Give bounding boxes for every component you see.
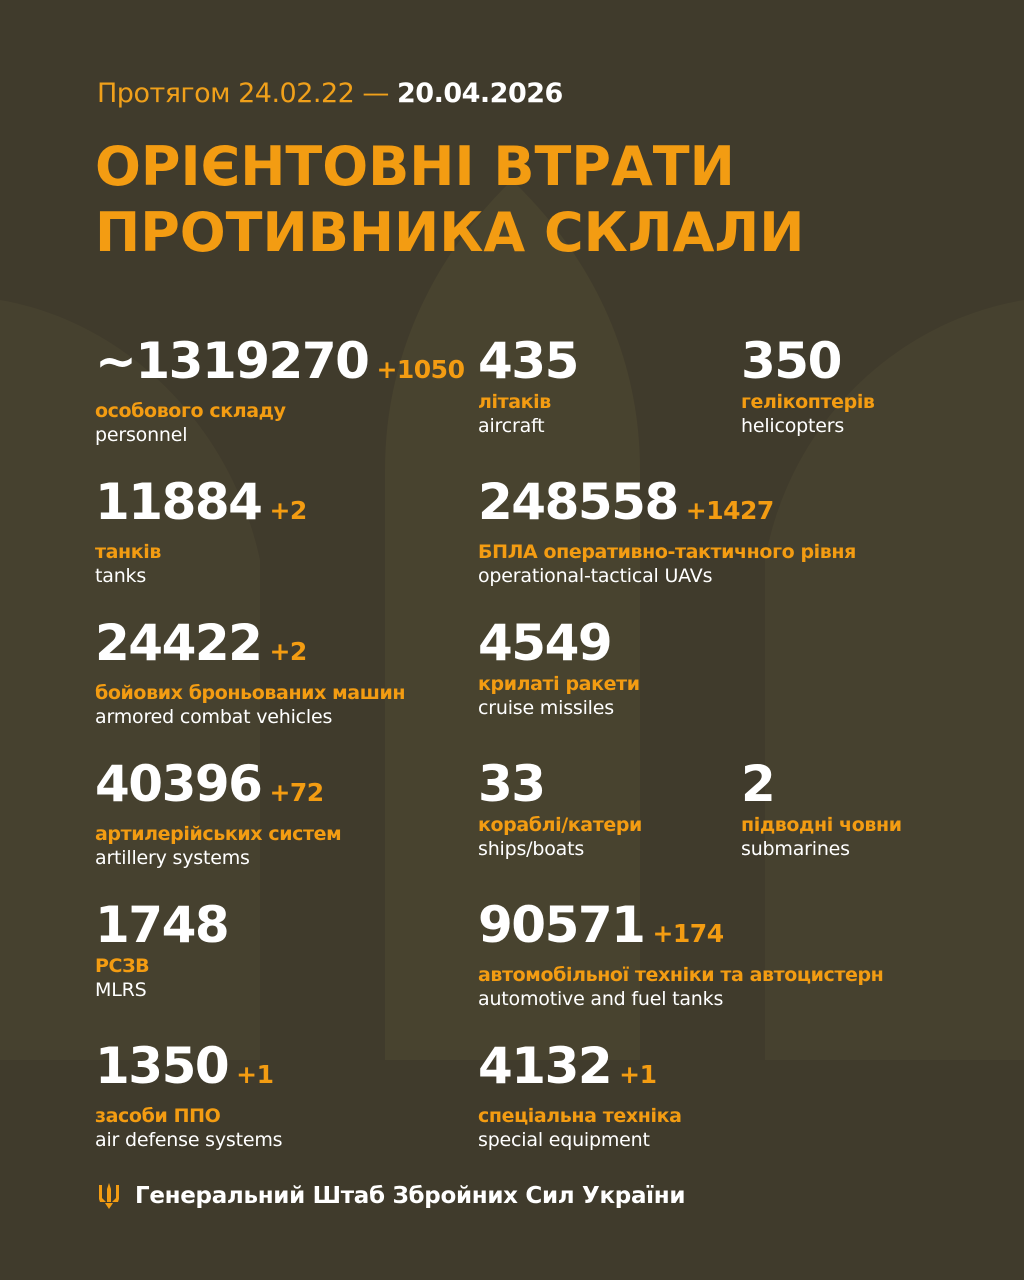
stat-number: 24422	[95, 614, 263, 672]
title-line-1: ОРІЄНТОВНІ ВТРАТИ	[95, 135, 735, 198]
stat-label-en: aircraft	[478, 415, 545, 437]
stat-item: 90571 +174 автомобільної техніки та автоци…	[478, 899, 884, 1010]
stat-value: 24422 +2	[95, 617, 405, 678]
org-name: Генеральний Штаб Збройних Сил України	[135, 1183, 686, 1209]
stat-label-ua: танків	[95, 541, 161, 563]
stat-item: 435 літаків aircraft	[478, 332, 579, 437]
stat-value: 1350 +1	[95, 1040, 282, 1101]
stat-label-ua: особового складу	[95, 400, 286, 422]
stat-label-en: submarines	[741, 838, 850, 860]
stat-delta: +1	[236, 1060, 274, 1089]
footer: Генеральний Штаб Збройних Сил України	[97, 1182, 685, 1210]
stat-number: 90571	[478, 896, 646, 954]
stat-item: 24422 +2 бойових броньованих машин armored …	[95, 617, 406, 728]
stat-number: 2	[741, 755, 776, 813]
stat-number: 1350	[95, 1037, 230, 1095]
stat-label-ua: засоби ППО	[95, 1105, 221, 1127]
stat-number: 11884	[95, 473, 263, 531]
stat-label-ua: БПЛА оперативно-тактичного рівня	[478, 541, 856, 563]
stat-number: 1748	[95, 896, 230, 954]
stat-label-ua: РСЗВ	[95, 955, 150, 977]
stat-item: 248558 +1427 БПЛА оперативно-тактичного рі…	[478, 476, 856, 587]
stat-number: ~1319270	[95, 332, 370, 390]
stat-value: 350	[741, 335, 875, 387]
page-title: ОРІЄНТОВНІ ВТРАТИ ПРОТИВНИКА СКЛАЛИ	[95, 134, 804, 266]
stat-value: 4132 +1	[478, 1040, 682, 1101]
stat-value: 248558 +1427	[478, 476, 856, 537]
stat-value: 435	[478, 332, 579, 390]
stat-label-en: artillery systems	[95, 847, 250, 869]
stat-number: 350	[741, 332, 842, 390]
stat-label-ua: підводні човни	[741, 814, 902, 836]
stat-label-en: helicopters	[741, 415, 845, 437]
stat-item: 1748 РСЗВ MLRS	[95, 896, 230, 1001]
stat-label-ua: автомобільної техніки та автоцистерн	[478, 964, 884, 986]
stat-delta: +174	[652, 919, 724, 948]
stat-label-ua: гелікоптерів	[741, 391, 875, 413]
stat-delta: +2	[269, 637, 307, 666]
stat-item: 11884 +2 танків tanks	[95, 476, 307, 587]
stat-label-ua: крилаті ракети	[478, 673, 640, 695]
stat-value: 4549	[478, 617, 640, 669]
stat-item: 4549 крилаті ракети cruise missiles	[478, 617, 640, 719]
period: Протягом 24.02.22 — 20.04.2026	[97, 78, 563, 109]
stat-item: 350 гелікоптерів helicopters	[741, 335, 875, 437]
stat-value: 2	[741, 758, 902, 810]
stat-label-en: operational-tactical UAVs	[478, 565, 713, 587]
stat-number: 435	[478, 332, 579, 390]
period-end: 20.04.2026	[397, 78, 563, 109]
stat-delta: +2	[269, 496, 307, 525]
stat-number: 4549	[478, 614, 613, 672]
stat-delta: +72	[269, 778, 324, 807]
stat-value: ~1319270 +1050	[95, 332, 465, 396]
stat-item: 2 підводні човни submarines	[741, 758, 902, 860]
stat-number: 40396	[95, 755, 263, 813]
stat-item: 33 кораблі/катери ships/boats	[478, 758, 642, 860]
stat-value: 90571 +174	[478, 899, 883, 960]
period-prefix: Протягом 24.02.22 —	[97, 78, 389, 109]
stat-label-ua: спеціальна техніка	[478, 1105, 682, 1127]
stat-label-en: automotive and fuel tanks	[478, 988, 724, 1010]
stat-label-en: special equipment	[478, 1129, 650, 1151]
stat-label-en: cruise missiles	[478, 697, 614, 719]
stat-delta: +1427	[685, 496, 775, 525]
stat-number: 4132	[478, 1037, 613, 1095]
stat-item: 40396 +72 артилерійських систем artillery s…	[95, 758, 342, 869]
stat-label-en: air defense systems	[95, 1129, 283, 1151]
stat-label-ua: артилерійських систем	[95, 823, 342, 845]
stat-label-ua: бойових броньованих машин	[95, 682, 406, 704]
stat-label-en: ships/boats	[478, 838, 585, 860]
stat-number: 248558	[478, 473, 679, 531]
stat-label-ua: літаків	[478, 391, 551, 413]
stat-label-ua: кораблі/катери	[478, 814, 642, 836]
stat-label-en: tanks	[95, 565, 147, 587]
stat-delta: +1	[619, 1060, 657, 1089]
stat-value: 11884 +2	[95, 476, 307, 537]
stat-number: 33	[478, 755, 546, 813]
stat-value: 33	[478, 758, 642, 810]
stat-label-en: armored combat vehicles	[95, 706, 333, 728]
stat-item: 1350 +1 засоби ППО air defense systems	[95, 1040, 283, 1151]
stat-value: 40396 +72	[95, 758, 341, 819]
stat-item: 4132 +1 спеціальна техніка special equipmen…	[478, 1040, 682, 1151]
trident-icon	[99, 1183, 119, 1209]
stat-value: 1748	[95, 896, 230, 954]
title-line-2: ПРОТИВНИКА СКЛАЛИ	[95, 201, 805, 264]
stat-item: ~1319270 +1050 особового складу personnel	[95, 332, 465, 446]
stat-label-en: personnel	[95, 424, 188, 446]
stat-delta: +1050	[376, 355, 465, 384]
stat-label-en: MLRS	[95, 979, 147, 1001]
